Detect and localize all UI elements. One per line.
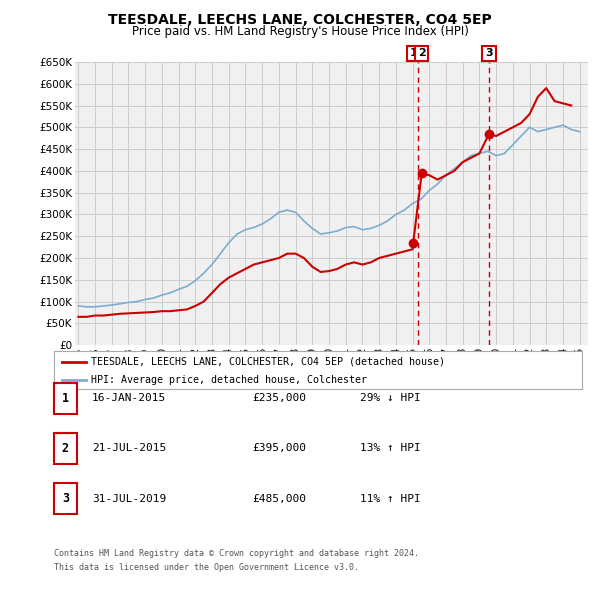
Text: £485,000: £485,000 [252,494,306,503]
Text: HPI: Average price, detached house, Colchester: HPI: Average price, detached house, Colc… [91,375,367,385]
Text: 2: 2 [62,442,69,455]
Text: 3: 3 [62,492,69,505]
Text: 21-JUL-2015: 21-JUL-2015 [92,444,166,453]
Text: 13% ↑ HPI: 13% ↑ HPI [360,444,421,453]
Text: 3: 3 [485,48,493,58]
Text: £235,000: £235,000 [252,394,306,403]
Text: £395,000: £395,000 [252,444,306,453]
Text: 31-JUL-2019: 31-JUL-2019 [92,494,166,503]
Text: Price paid vs. HM Land Registry's House Price Index (HPI): Price paid vs. HM Land Registry's House … [131,25,469,38]
Text: This data is licensed under the Open Government Licence v3.0.: This data is licensed under the Open Gov… [54,563,359,572]
Text: 29% ↓ HPI: 29% ↓ HPI [360,394,421,403]
Text: TEESDALE, LEECHS LANE, COLCHESTER, CO4 5EP (detached house): TEESDALE, LEECHS LANE, COLCHESTER, CO4 5… [91,357,445,367]
Text: 1: 1 [409,48,417,58]
Text: TEESDALE, LEECHS LANE, COLCHESTER, CO4 5EP: TEESDALE, LEECHS LANE, COLCHESTER, CO4 5… [108,13,492,27]
Text: 11% ↑ HPI: 11% ↑ HPI [360,494,421,503]
Text: 16-JAN-2015: 16-JAN-2015 [92,394,166,403]
Text: 1: 1 [62,392,69,405]
Text: Contains HM Land Registry data © Crown copyright and database right 2024.: Contains HM Land Registry data © Crown c… [54,549,419,558]
Text: 2: 2 [418,48,425,58]
